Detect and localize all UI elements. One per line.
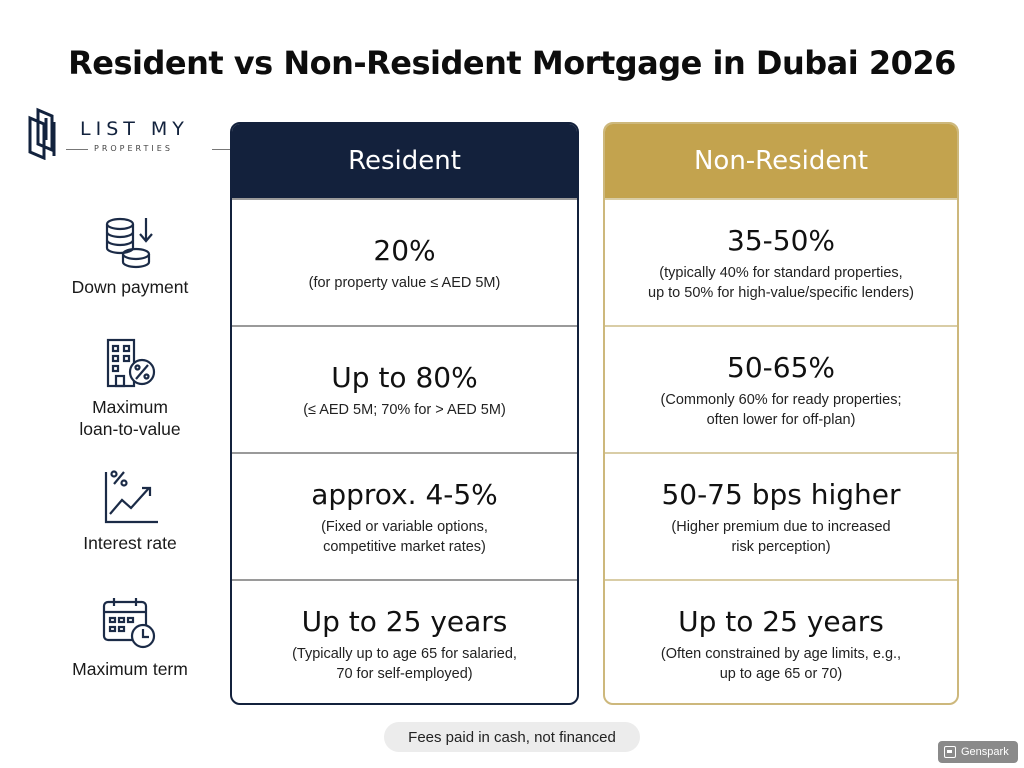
note: (for property value ≤ AED 5M) xyxy=(308,274,501,291)
note: (Fixed or variable options, competitive m… xyxy=(321,518,488,555)
logo: LIST MY PROPERTIES xyxy=(24,104,234,160)
row-label-line1: Maximum xyxy=(92,397,168,417)
value: 50-75 bps higher xyxy=(661,477,901,511)
resident-down-payment: 20% (for property value ≤ AED 5M) xyxy=(232,198,577,325)
value: 50-65% xyxy=(727,350,835,384)
non-resident-maximum-term: Up to 25 years (Often constrained by age… xyxy=(605,579,957,703)
calendar-clock-icon xyxy=(102,598,156,649)
row-label-text: Down payment xyxy=(71,277,189,297)
watermark-badge: Genspark xyxy=(938,741,1018,763)
row-label-down-payment: Down payment xyxy=(40,214,220,298)
footnote-pill: Fees paid in cash, not financed xyxy=(384,722,640,752)
value: 20% xyxy=(373,233,436,267)
resident-maximum-term: Up to 25 years (Typically up to age 65 f… xyxy=(232,579,577,703)
coins-down-arrow-icon xyxy=(105,217,153,269)
watermark-text: Genspark xyxy=(961,746,1009,758)
non-resident-heading: Non-Resident xyxy=(605,124,957,198)
non-resident-interest-rate: 50-75 bps higher (Higher premium due to … xyxy=(605,452,957,579)
page-title: Resident vs Non-Resident Mortgage in Dub… xyxy=(68,44,956,82)
note: (typically 40% for standard properties, u… xyxy=(648,264,914,301)
note: (Often constrained by age limits, e.g., u… xyxy=(660,645,902,682)
row-label-text: Maximum loan-to-value xyxy=(40,396,220,440)
value: Up to 80% xyxy=(331,360,478,394)
row-label-text: Maximum term xyxy=(72,659,188,679)
note: (≤ AED 5M; 70% for > AED 5M) xyxy=(303,401,506,418)
resident-interest-rate: approx. 4-5% (Fixed or variable options,… xyxy=(232,452,577,579)
non-resident-down-payment: 35-50% (typically 40% for standard prope… xyxy=(605,198,957,325)
building-percent-icon xyxy=(106,338,156,388)
value: 35-50% xyxy=(727,223,835,257)
resident-heading: Resident xyxy=(232,124,577,198)
genspark-icon xyxy=(944,746,956,758)
value: Up to 25 years xyxy=(301,604,508,638)
non-resident-card: Non-Resident 35-50% (typically 40% for s… xyxy=(603,122,959,705)
row-label-maximum-term: Maximum term xyxy=(40,596,220,680)
row-label-text: Interest rate xyxy=(83,533,177,553)
row-label-interest-rate: Interest rate xyxy=(40,470,220,554)
row-label-line2: loan-to-value xyxy=(79,419,181,439)
note: (Higher premium due to increased risk per… xyxy=(671,518,891,555)
resident-card: Resident 20% (for property value ≤ AED 5… xyxy=(230,122,579,705)
non-resident-loan-to-value: 50-65% (Commonly 60% for ready propertie… xyxy=(605,325,957,452)
value: Up to 25 years xyxy=(678,604,884,638)
logo-wordmark: LIST MY xyxy=(80,118,189,140)
value: approx. 4-5% xyxy=(311,477,498,511)
percent-chart-up-icon xyxy=(104,470,158,524)
resident-loan-to-value: Up to 80% (≤ AED 5M; 70% for > AED 5M) xyxy=(232,325,577,452)
logo-subtitle: PROPERTIES xyxy=(66,144,234,153)
note: (Typically up to age 65 for salaried, 70 … xyxy=(292,645,517,682)
note: (Commonly 60% for ready properties; often… xyxy=(660,391,902,428)
row-label-loan-to-value: Maximum loan-to-value xyxy=(40,338,220,440)
logo-mark-icon xyxy=(28,107,56,160)
